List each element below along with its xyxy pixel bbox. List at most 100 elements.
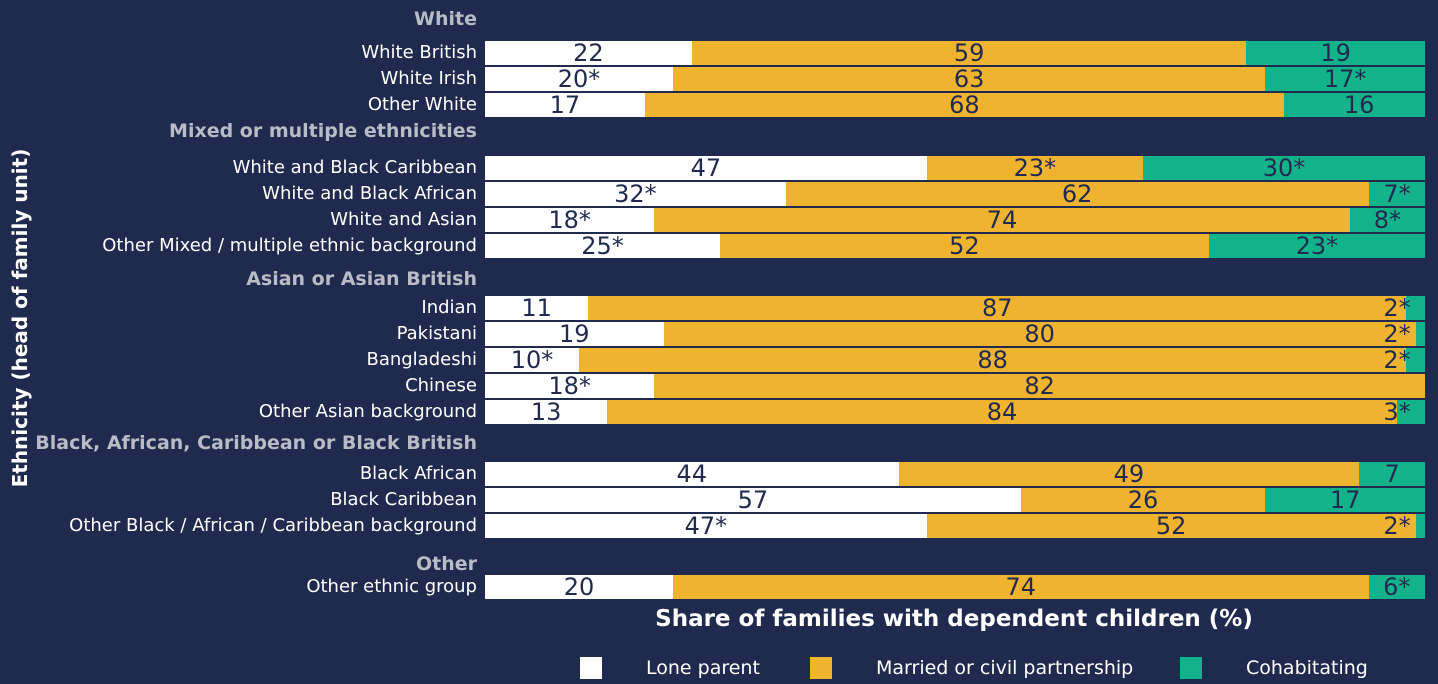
data-label-lone-parent: 18* xyxy=(548,372,591,400)
bar-married-or-civil-partnership xyxy=(673,575,1369,599)
bar-lone-parent xyxy=(485,41,692,65)
data-label-lone-parent: 32* xyxy=(614,180,657,208)
data-label-married-or-civil-partnership: 68 xyxy=(949,91,980,119)
category-label-bangladeshi: Bangladeshi xyxy=(366,349,477,370)
bar-cohabitating xyxy=(1368,182,1425,206)
category-label-white-and-asian: White and Asian xyxy=(330,209,477,230)
legend: Lone parent Married or civil partnership… xyxy=(0,657,1438,683)
bar-lone-parent xyxy=(485,156,927,180)
data-label-cohabitating: 2* xyxy=(1383,294,1411,322)
data-label-lone-parent: 11 xyxy=(521,294,552,322)
category-label-other-black-african-caribbean-background: Other Black / African / Caribbean backgr… xyxy=(69,515,477,536)
data-label-married-or-civil-partnership: 62 xyxy=(1061,180,1093,208)
data-label-lone-parent: 47* xyxy=(684,512,728,540)
bar-cohabitating xyxy=(1415,514,1425,538)
bar-cohabitating xyxy=(1349,208,1425,232)
legend-item-married: Married or civil partnership xyxy=(810,657,1133,679)
data-label-married-or-civil-partnership: 74 xyxy=(986,206,1018,234)
data-label-married-or-civil-partnership: 84 xyxy=(986,398,1018,426)
legend-label-married: Married or civil partnership xyxy=(876,657,1134,679)
bar-married-or-civil-partnership xyxy=(673,67,1266,91)
data-label-lone-parent: 10* xyxy=(510,346,554,374)
bar-married-or-civil-partnership xyxy=(654,374,1425,398)
category-label-indian: Indian xyxy=(421,297,477,318)
group-heading-black-african-caribbean-or-black-british: Black, African, Caribbean or Black Briti… xyxy=(35,432,477,454)
bar-married-or-civil-partnership xyxy=(720,234,1209,258)
bar-married-or-civil-partnership xyxy=(898,462,1360,486)
category-label-white-and-black-african: White and Black African xyxy=(262,183,477,204)
bar-cohabitating xyxy=(1284,93,1425,117)
category-label-other-ethnic-group: Other ethnic group xyxy=(306,576,477,597)
data-label-cohabitating: 7* xyxy=(1383,180,1411,208)
bar-married-or-civil-partnership xyxy=(644,93,1284,117)
data-label-lone-parent: 20 xyxy=(563,573,595,601)
bar-married-or-civil-partnership xyxy=(785,182,1369,206)
bar-lone-parent xyxy=(485,208,655,232)
bar-lone-parent xyxy=(485,296,589,320)
data-label-married-or-civil-partnership: 82 xyxy=(1024,372,1055,400)
bar-cohabitating xyxy=(1406,348,1425,372)
bar-cohabitating xyxy=(1406,296,1425,320)
group-heading-mixed-or-multiple-ethnicities: Mixed or multiple ethnicities xyxy=(169,120,477,142)
y-axis-label: Ethnicity (head of family unit) xyxy=(8,148,32,488)
bar-lone-parent xyxy=(485,374,655,398)
bar-cohabitating xyxy=(1359,462,1425,486)
data-label-cohabitating: 19 xyxy=(1320,39,1351,67)
data-label-lone-parent: 44 xyxy=(676,460,708,488)
legend-item-lone-parent: Lone parent xyxy=(580,657,760,679)
data-label-cohabitating: 23* xyxy=(1295,232,1339,260)
data-label-lone-parent: 19 xyxy=(559,320,590,348)
legend-label-lone-parent: Lone parent xyxy=(646,657,760,679)
bar-married-or-civil-partnership xyxy=(926,514,1416,538)
category-label-black-caribbean: Black Caribbean xyxy=(330,489,477,510)
data-label-married-or-civil-partnership: 63 xyxy=(953,65,985,93)
category-label-other-white: Other White xyxy=(367,94,477,115)
data-label-married-or-civil-partnership: 59 xyxy=(953,39,985,67)
bar-married-or-civil-partnership xyxy=(654,208,1350,232)
bar-married-or-civil-partnership xyxy=(588,296,1407,320)
data-label-cohabitating: 2* xyxy=(1383,512,1411,540)
group-heading-white: White xyxy=(414,8,477,30)
bar-cohabitating xyxy=(1246,41,1425,65)
bar-married-or-civil-partnership xyxy=(663,322,1416,346)
legend-item-cohabitating: Cohabitating xyxy=(1180,657,1368,679)
x-axis-label: Share of families with dependent childre… xyxy=(655,606,1253,632)
bar-lone-parent xyxy=(485,67,673,91)
data-label-cohabitating: 17* xyxy=(1323,65,1367,93)
data-label-lone-parent: 57 xyxy=(737,486,769,514)
data-label-lone-parent: 17 xyxy=(549,91,581,119)
bar-cohabitating xyxy=(1265,488,1425,512)
data-label-cohabitating: 16 xyxy=(1343,91,1375,119)
category-label-white-british: White British xyxy=(361,42,477,63)
bar-lone-parent xyxy=(485,234,720,258)
data-label-married-or-civil-partnership: 52 xyxy=(949,232,980,260)
data-label-cohabitating: 3* xyxy=(1383,398,1411,426)
data-label-married-or-civil-partnership: 49 xyxy=(1113,460,1145,488)
data-label-lone-parent: 25* xyxy=(581,232,624,260)
bar-married-or-civil-partnership xyxy=(607,400,1397,424)
bar-lone-parent xyxy=(485,322,664,346)
data-label-cohabitating: 2* xyxy=(1383,346,1411,374)
group-heading-other: Other xyxy=(415,553,477,575)
bar-cohabitating xyxy=(1143,156,1425,180)
category-label-black-african: Black African xyxy=(359,463,477,484)
data-label-cohabitating: 17 xyxy=(1329,486,1361,514)
bar-lone-parent xyxy=(485,93,645,117)
legend-swatch-married xyxy=(810,657,832,679)
legend-swatch-lone-parent xyxy=(580,657,602,679)
bar-married-or-civil-partnership xyxy=(579,348,1407,372)
data-label-married-or-civil-partnership: 87 xyxy=(982,294,1013,322)
category-label-white-irish: White Irish xyxy=(380,68,477,89)
data-label-married-or-civil-partnership: 88 xyxy=(977,346,1008,374)
data-label-cohabitating: 30* xyxy=(1262,154,1306,182)
data-label-cohabitating: 6* xyxy=(1383,573,1411,601)
data-label-lone-parent: 47 xyxy=(690,154,722,182)
bar-cohabitating xyxy=(1208,234,1425,258)
bar-cohabitating xyxy=(1396,400,1425,424)
category-label-white-and-black-caribbean: White and Black Caribbean xyxy=(232,157,477,178)
data-label-married-or-civil-partnership: 52 xyxy=(1155,512,1187,540)
bar-lone-parent xyxy=(485,400,608,424)
group-heading-asian-or-asian-british: Asian or Asian British xyxy=(246,268,477,290)
category-label-pakistani: Pakistani xyxy=(396,323,477,344)
